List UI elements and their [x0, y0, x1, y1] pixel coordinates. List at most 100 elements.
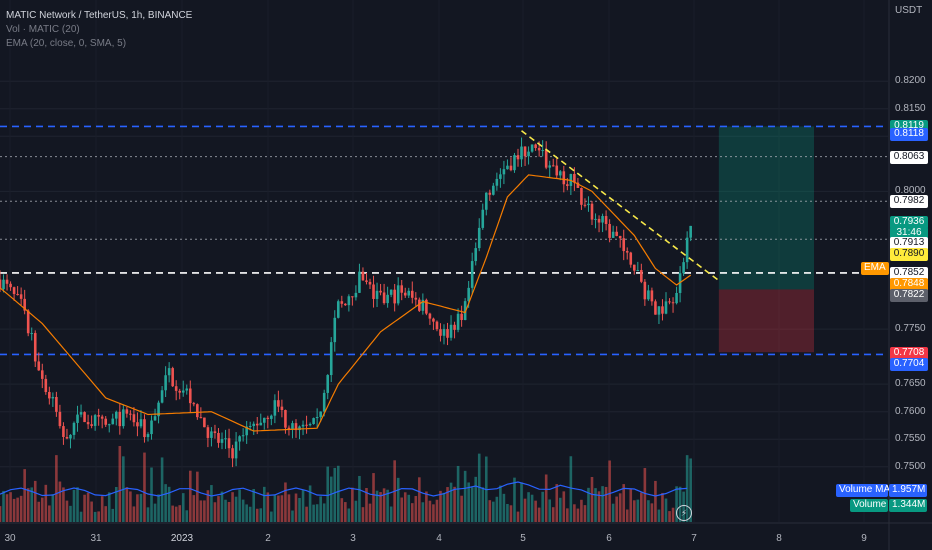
candle-body-2022-12-30 00:00	[19, 294, 23, 299]
candle-body-2023-01-02 18:00	[336, 301, 340, 318]
candle-body-2023-01-05 14:00	[576, 182, 580, 188]
candle-body-2023-01-02 05:00	[291, 423, 294, 430]
candle-body-2022-12-29 20:00	[5, 279, 9, 284]
candle-body-2022-12-31 18:00	[167, 368, 171, 376]
candle-body-2023-01-02 01:00	[277, 400, 280, 407]
candle-body-2023-01-03 01:00	[361, 271, 365, 281]
candle-body-2023-01-06 06:00	[632, 264, 636, 271]
volume-bar-2022-12-30 10:00	[55, 455, 58, 522]
volume-bar-2022-12-31 12:00	[146, 507, 150, 522]
price-tag: 0.7822	[890, 288, 928, 302]
volume-bar-2023-01-02 12:00	[315, 504, 319, 522]
volume-bar-2023-01-05 03:00	[537, 507, 541, 522]
candle-body-2022-12-31 14:00	[153, 416, 157, 421]
candle-body-2023-01-01 02:00	[196, 404, 199, 418]
volume-bar-2023-01-01 06:00	[210, 485, 213, 522]
volume-bar-2023-01-03 23:00	[439, 490, 442, 522]
volume-bar-2022-12-29 21:00	[9, 492, 12, 522]
volume-bar-2023-01-01 08:00	[217, 496, 220, 522]
volume-bar-2023-01-04 15:00	[495, 496, 499, 522]
candle-body-2022-12-30 13:00	[65, 436, 69, 439]
volume-bar-2023-01-03 14:00	[407, 494, 411, 522]
time-tick-label: 30	[4, 533, 16, 544]
volume-bar-2023-01-03 05:00	[375, 490, 379, 522]
time-tick-label: 2023	[170, 533, 194, 544]
candle-body-2023-01-03 08:00	[386, 294, 389, 304]
volume-bar-2023-01-06 21:00	[685, 455, 689, 522]
candle-body-2023-01-01 10:00	[224, 438, 227, 440]
volume-bar-2022-12-31 11:00	[143, 452, 146, 522]
candle-body-2023-01-03 09:00	[389, 289, 393, 295]
price-tick-label: 0.8000	[895, 185, 926, 197]
ema-indicator-label: EMA (20, close, 0, SMA, 5)	[6, 38, 127, 49]
volume-bar-2022-12-31 22:00	[181, 493, 185, 522]
volume-bar-2023-01-04 07:00	[467, 482, 470, 522]
candle-body-2023-01-03 22:00	[435, 321, 439, 330]
volume-bar-2023-01-01 19:00	[255, 508, 259, 522]
candle-body-2023-01-06 00:00	[611, 231, 615, 238]
candle-body-2023-01-02 14:00	[322, 392, 326, 412]
candle-body-2022-12-30 06:00	[40, 370, 44, 379]
candle-body-2022-12-30 02:00	[26, 310, 30, 334]
candle-body-2023-01-04 02:00	[449, 324, 453, 338]
price-tick-label: 0.7650	[895, 378, 926, 390]
candle-body-2023-01-06 13:00	[657, 306, 661, 315]
time-tick-label: 3	[350, 533, 356, 544]
volume-bar-2022-12-30 21:00	[93, 511, 97, 522]
volume-bar-2023-01-01 14:00	[238, 489, 241, 522]
volume-bar-2023-01-02 05:00	[291, 510, 294, 522]
volume-value: 1.344M	[889, 499, 927, 512]
volume-bar-2022-12-30 05:00	[37, 501, 41, 522]
volume-bar-2023-01-06 01:00	[615, 496, 618, 522]
volume-bar-2023-01-05 19:00	[594, 488, 597, 522]
candle-body-2022-12-31 09:00	[136, 422, 139, 427]
candle-body-2023-01-05 16:00	[583, 204, 587, 206]
volume-bar-2022-12-31 06:00	[125, 487, 129, 522]
candle-body-2023-01-03 06:00	[379, 290, 382, 293]
candle-body-2023-01-02 15:00	[326, 375, 330, 393]
candle-body-2023-01-01 19:00	[255, 423, 259, 426]
volume-bar-2023-01-05 23:00	[608, 460, 611, 522]
volume-bar-2023-01-03 02:00	[365, 487, 368, 522]
candle-body-2023-01-06 12:00	[654, 301, 657, 315]
candle-body-2023-01-01 00:00	[188, 388, 192, 404]
candle-body-2022-12-31 15:00	[157, 402, 160, 417]
volume-bar-2023-01-02 19:00	[340, 498, 344, 522]
candle-body-2023-01-03 19:00	[425, 299, 428, 314]
candle-body-2023-01-06 18:00	[675, 292, 678, 304]
volume-bar-2023-01-03 15:00	[410, 503, 414, 522]
volume-bar-2023-01-06 02:00	[618, 493, 622, 522]
candle-body-2023-01-05 18:00	[590, 203, 594, 220]
candle-body-2023-01-02 23:00	[354, 292, 358, 298]
candle-body-2023-01-02 22:00	[351, 296, 354, 298]
volume-bar-2023-01-02 07:00	[298, 497, 301, 522]
candle-body-2022-12-29 23:00	[16, 294, 19, 296]
volume-bar-2023-01-04 06:00	[463, 470, 467, 522]
price-tick-label: 0.7550	[895, 433, 926, 445]
price-tag: 0.7708	[890, 346, 928, 360]
volume-bar-2023-01-05 05:00	[544, 474, 548, 522]
trendline	[521, 130, 720, 282]
lightning-icon[interactable]: ⚡	[676, 505, 692, 521]
candle-body-2023-01-04 15:00	[495, 178, 499, 186]
volume-bar-2023-01-03 00:00	[358, 475, 361, 522]
volume-bar-2023-01-06 19:00	[678, 486, 682, 522]
volume-bar-2022-12-31 23:00	[185, 510, 189, 522]
candle-body-2022-12-31 10:00	[139, 419, 143, 427]
candle-body-2023-01-04 18:00	[506, 165, 509, 170]
candle-body-2022-12-30 18:00	[83, 412, 86, 423]
volume-bar-2023-01-01 16:00	[245, 504, 248, 522]
candle-body-2023-01-06 17:00	[671, 302, 675, 304]
candle-body-2023-01-01 18:00	[252, 423, 256, 427]
volume-bar-2023-01-04 14:00	[492, 501, 495, 522]
volume-bar-2023-01-05 08:00	[555, 484, 559, 522]
candle-body-2023-01-05 06:00	[548, 165, 552, 168]
volume-bar-2022-12-31 19:00	[171, 505, 174, 522]
volume-bar-2023-01-02 15:00	[326, 466, 330, 522]
volume-bar-2023-01-06 18:00	[675, 486, 678, 522]
candle-body-2022-12-30 21:00	[93, 415, 97, 426]
volume-bar-2023-01-01 17:00	[248, 506, 252, 522]
candle-body-2022-12-31 20:00	[174, 386, 178, 391]
candle-body-2022-12-30 08:00	[48, 391, 51, 399]
